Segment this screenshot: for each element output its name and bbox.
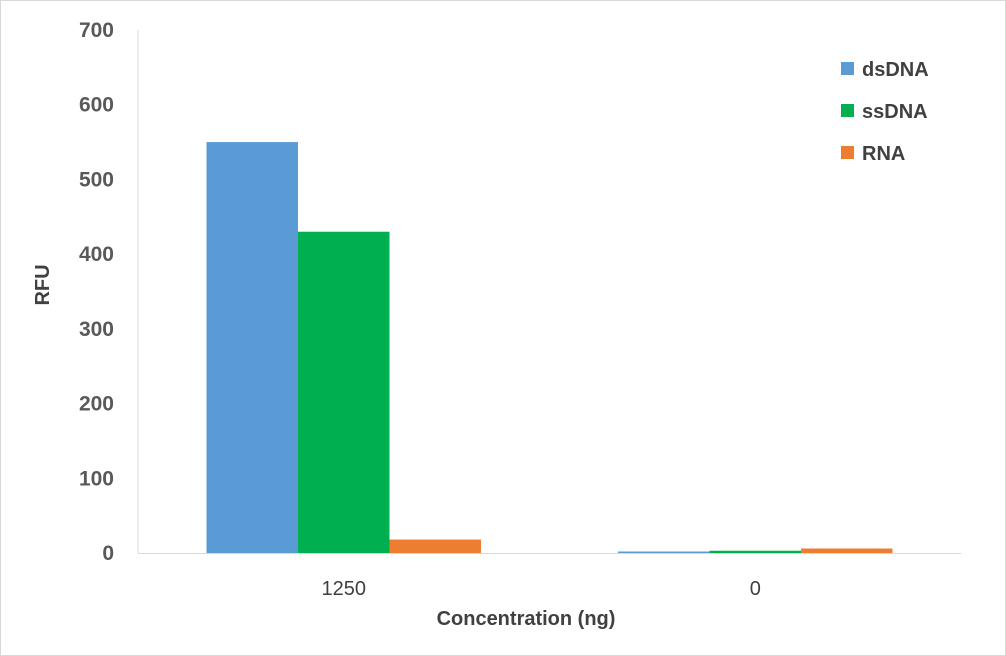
y-tick-label: 200 [79, 393, 114, 416]
x-tick-label: 0 [750, 578, 761, 600]
y-tick-label: 500 [79, 168, 114, 191]
legend-label-dsDNA: dsDNA [862, 59, 929, 81]
y-tick-label: 600 [79, 94, 114, 117]
y-axis-ticks: 0 100 200 300 400 500 600 700 [79, 19, 114, 565]
bar-dsDNA-1250 [206, 142, 299, 554]
legend-label-RNA: RNA [862, 143, 905, 165]
bar-ssDNA-0 [709, 550, 801, 553]
y-tick-label: 0 [102, 542, 114, 565]
legend-swatch-RNA [841, 146, 854, 159]
legend: dsDNA ssDNA RNA [841, 59, 929, 165]
legend-swatch-ssDNA [841, 104, 854, 117]
bar-ssDNA-1250 [298, 231, 390, 553]
bar-RNA-1250 [389, 539, 481, 553]
legend-swatch-dsDNA [841, 62, 854, 75]
y-tick-label: 300 [79, 318, 114, 341]
x-tick-label: 1250 [322, 578, 367, 600]
x-axis-ticks: 1250 0 [322, 578, 761, 600]
bar-dsDNA-0 [618, 551, 710, 553]
x-axis-title: Concentration (ng) [437, 608, 616, 630]
y-tick-label: 700 [79, 19, 114, 42]
y-tick-label: 100 [79, 467, 114, 490]
legend-label-ssDNA: ssDNA [862, 101, 928, 123]
bar-RNA-0 [800, 548, 893, 553]
y-axis-title: RFU [32, 264, 54, 305]
y-tick-label: 400 [79, 243, 114, 266]
bars [206, 142, 893, 554]
